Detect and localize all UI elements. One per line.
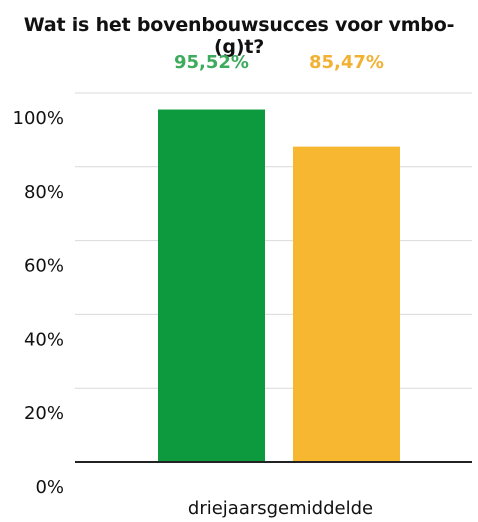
- bars: [158, 109, 400, 463]
- chart-title: Wat is het bovenbouwsucces voor vmbo-(g)…: [23, 14, 455, 58]
- y-axis-ticks: 0% 20% 40% 60% 80% 100%: [13, 108, 64, 498]
- bar: [293, 146, 400, 462]
- y-tick-label: 60%: [24, 256, 64, 277]
- y-tick-label: 80%: [24, 182, 64, 203]
- data-label: 95,52%: [174, 52, 249, 73]
- y-tick-label: 100%: [13, 108, 64, 129]
- data-label: 85,47%: [309, 52, 384, 73]
- x-category-label: driejaarsgemiddelde: [188, 498, 373, 519]
- gridlines: [75, 92, 472, 389]
- y-tick-label: 0%: [35, 477, 64, 498]
- y-tick-label: 20%: [24, 403, 64, 424]
- y-tick-label: 40%: [24, 329, 64, 350]
- bar: [158, 109, 265, 463]
- data-labels: 95,52% 85,47%: [174, 52, 384, 73]
